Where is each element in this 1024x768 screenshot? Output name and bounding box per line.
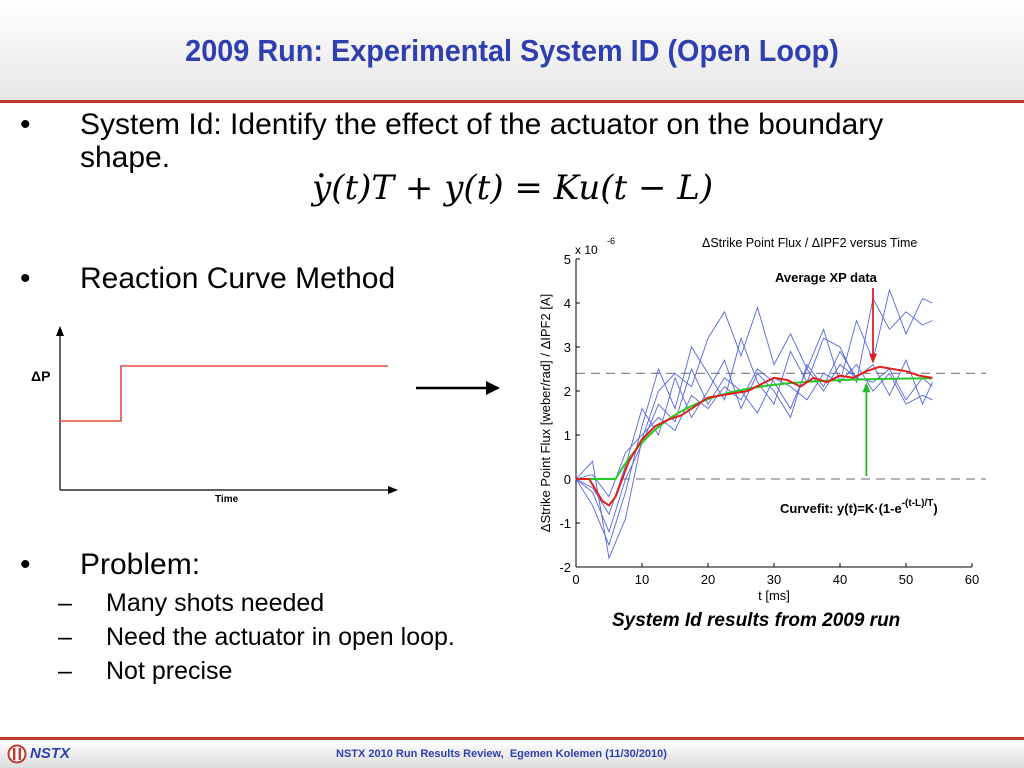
- y-tick-label: -2: [559, 560, 571, 575]
- step-signal-line: [60, 365, 388, 422]
- equation-lhs-term: y(t): [444, 168, 504, 208]
- step-y-axis-arrow-icon: [56, 326, 64, 336]
- y-tick-label: -1: [559, 516, 571, 531]
- curvefit-annotation-label: Curvefit: y(t)=K·(1-e-(t-L)/T): [780, 498, 938, 516]
- sub-bullet-open-loop: – Need the actuator in open loop.: [58, 623, 518, 653]
- sub-bullet-text: Need the actuator in open loop.: [106, 623, 455, 651]
- shot-series-line: [575, 288, 933, 560]
- chart-axes: [575, 258, 973, 568]
- x-tick-label: 40: [833, 572, 847, 587]
- step-x-axis-arrow-icon: [388, 486, 398, 494]
- chart-average-series: [576, 365, 933, 507]
- bullet-reaction-curve: • Reaction Curve Method: [20, 262, 440, 298]
- x-tick-label: 30: [767, 572, 781, 587]
- y-axis-label: ΔStrike Point Flux [weber/rad] / ΔIPF2 […: [538, 294, 553, 532]
- x-axis-label: t [ms]: [758, 588, 790, 603]
- bullet-text-line2: shape.: [80, 141, 171, 174]
- sub-bullet-text: Not precise: [106, 657, 233, 685]
- bullet-marker: •: [20, 108, 31, 141]
- title-divider: [0, 100, 1024, 103]
- x-tick-label: 20: [701, 572, 715, 587]
- step-y-label: ΔP: [31, 368, 50, 384]
- chart-tick-labels: 0 10 20 30 40 50 60 -2 -1 0 1 2 3 4 5 t [ms] ΔStrike Poi…: [538, 236, 979, 603]
- sub-bullet-precise: – Not precise: [58, 657, 518, 687]
- equation-equals: =: [503, 168, 554, 208]
- bullet-text: Problem:: [80, 548, 201, 581]
- chart-dashed-levels: [576, 372, 986, 480]
- derivative-dot: ·: [316, 156, 327, 196]
- x-tick-label: 0: [572, 572, 579, 587]
- y-tick-label: 3: [564, 340, 571, 355]
- equation-rhs: Ku(t − L): [553, 168, 714, 208]
- shot-series-line: [575, 363, 933, 498]
- bullet-marker: •: [20, 262, 31, 295]
- chart-curvefit-series: [576, 377, 933, 480]
- step-x-label: Time: [215, 494, 239, 505]
- average-annotation-label: Average XP data: [775, 270, 878, 285]
- footer-citation: NSTX 2010 Run Results Review, Egemen Kol…: [336, 748, 667, 760]
- right-arrow-icon: [416, 381, 500, 395]
- average-annotation-arrowhead-icon: [869, 353, 877, 364]
- sub-bullet-text: Many shots needed: [106, 589, 325, 617]
- sub-bullet-marker: –: [58, 623, 72, 651]
- x-tick-label: 50: [899, 572, 913, 587]
- strike-point-flux-chart: 0 10 20 30 40 50 60 -2 -1 0 1 2 3 4 5 t [ms] ΔStrike Poi…: [538, 236, 986, 603]
- chart-shot-series: [575, 288, 933, 560]
- footer: NSTX NSTX 2010 Run Results Review, Egeme…: [0, 740, 1024, 768]
- model-equation: · y(t)T + y(t) = Ku(t − L): [312, 156, 714, 208]
- title-bar: [0, 0, 1024, 100]
- bullet-text: Reaction Curve Method: [80, 262, 396, 295]
- equation-lhs-derivative: · y(t)T: [312, 156, 395, 208]
- footer-brand: NSTX: [30, 745, 71, 762]
- y-tick-label: 1: [564, 428, 571, 443]
- shot-series-line: [575, 350, 933, 516]
- y-scale-label: x 10: [575, 243, 598, 257]
- y-tick-label: 4: [564, 296, 571, 311]
- curvefit-line: [576, 377, 933, 480]
- y-tick-label: 0: [564, 472, 571, 487]
- chart-annotations: Average XP data Curvefit: y(t)=K·(1-e-(t-…: [775, 270, 938, 516]
- bullet-text-line1: System Id: Identify the effect of the ac…: [80, 108, 884, 141]
- equation-plus: +: [394, 168, 445, 208]
- average-line: [576, 365, 933, 507]
- y-tick-label: 2: [564, 384, 571, 399]
- chart-caption: System Id results from 2009 run: [612, 610, 901, 631]
- step-input-diagram: ΔP Time: [31, 326, 398, 505]
- x-tick-label: 60: [965, 572, 979, 587]
- curvefit-annotation-arrowhead-icon: [862, 382, 871, 393]
- y-scale-exponent: -6: [607, 236, 615, 246]
- x-tick-label: 10: [635, 572, 649, 587]
- sub-bullet-marker: –: [58, 657, 72, 685]
- chart-title: ΔStrike Point Flux / ΔIPF2 versus Time: [702, 236, 917, 250]
- sub-bullet-shots: – Many shots needed: [58, 589, 518, 619]
- footer-divider: [0, 737, 1024, 740]
- sub-bullet-marker: –: [58, 589, 72, 617]
- bullet-problem: • Problem:: [20, 548, 440, 584]
- bullet-marker: •: [20, 548, 31, 581]
- nstx-logo-icon: [7, 744, 27, 764]
- y-tick-label: 5: [564, 252, 571, 267]
- shot-series-line: [575, 363, 933, 534]
- slide-title: 2009 Run: Experimental System ID (Open L…: [185, 33, 839, 68]
